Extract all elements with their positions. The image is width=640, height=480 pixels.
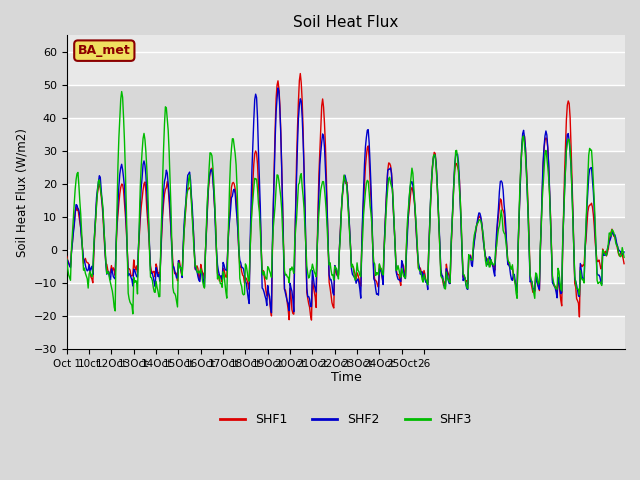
SHF1 [161,187,169,192]
SHF3 [484,255,492,261]
SHF1 [308,317,316,323]
Bar [67,250,625,283]
SHF1 [484,256,492,262]
SHF2 [484,262,492,268]
SHF2 [274,85,282,91]
Bar [67,316,625,349]
X-axis label: Time: Time [330,372,361,384]
Legend: SHF1, SHF2, SHF3: SHF1, SHF2, SHF3 [215,408,477,432]
Line: SHF2: SHF2 [67,88,624,312]
SHF3 [129,311,137,317]
Title: Soil Heat Flux: Soil Heat Flux [293,15,399,30]
SHF2 [620,249,628,255]
SHF1 [296,71,304,76]
Bar [67,217,625,250]
Bar [67,52,625,85]
Y-axis label: Soil Heat Flux (W/m2): Soil Heat Flux (W/m2) [15,128,28,257]
Bar [67,283,625,316]
SHF1 [620,261,628,266]
SHF3 [620,254,628,260]
Line: SHF1: SHF1 [67,73,624,320]
Text: BA_met: BA_met [78,44,131,57]
SHF1 [437,267,445,273]
Bar [67,151,625,184]
Bar [67,85,625,118]
SHF2 [63,257,70,263]
SHF3 [437,273,445,278]
SHF2 [161,175,169,180]
SHF2 [437,266,445,272]
SHF2 [268,310,275,315]
Line: SHF3: SHF3 [67,92,624,314]
SHF3 [317,187,324,193]
SHF2 [317,150,324,156]
SHF2 [206,170,214,176]
Bar [67,184,625,217]
SHF1 [317,126,324,132]
SHF3 [118,89,125,95]
SHF1 [393,271,401,277]
SHF3 [163,116,171,121]
SHF1 [63,253,70,259]
Bar [67,118,625,151]
SHF2 [393,273,401,279]
SHF3 [208,153,216,158]
SHF3 [63,256,70,262]
SHF3 [393,267,401,273]
SHF1 [206,171,214,177]
